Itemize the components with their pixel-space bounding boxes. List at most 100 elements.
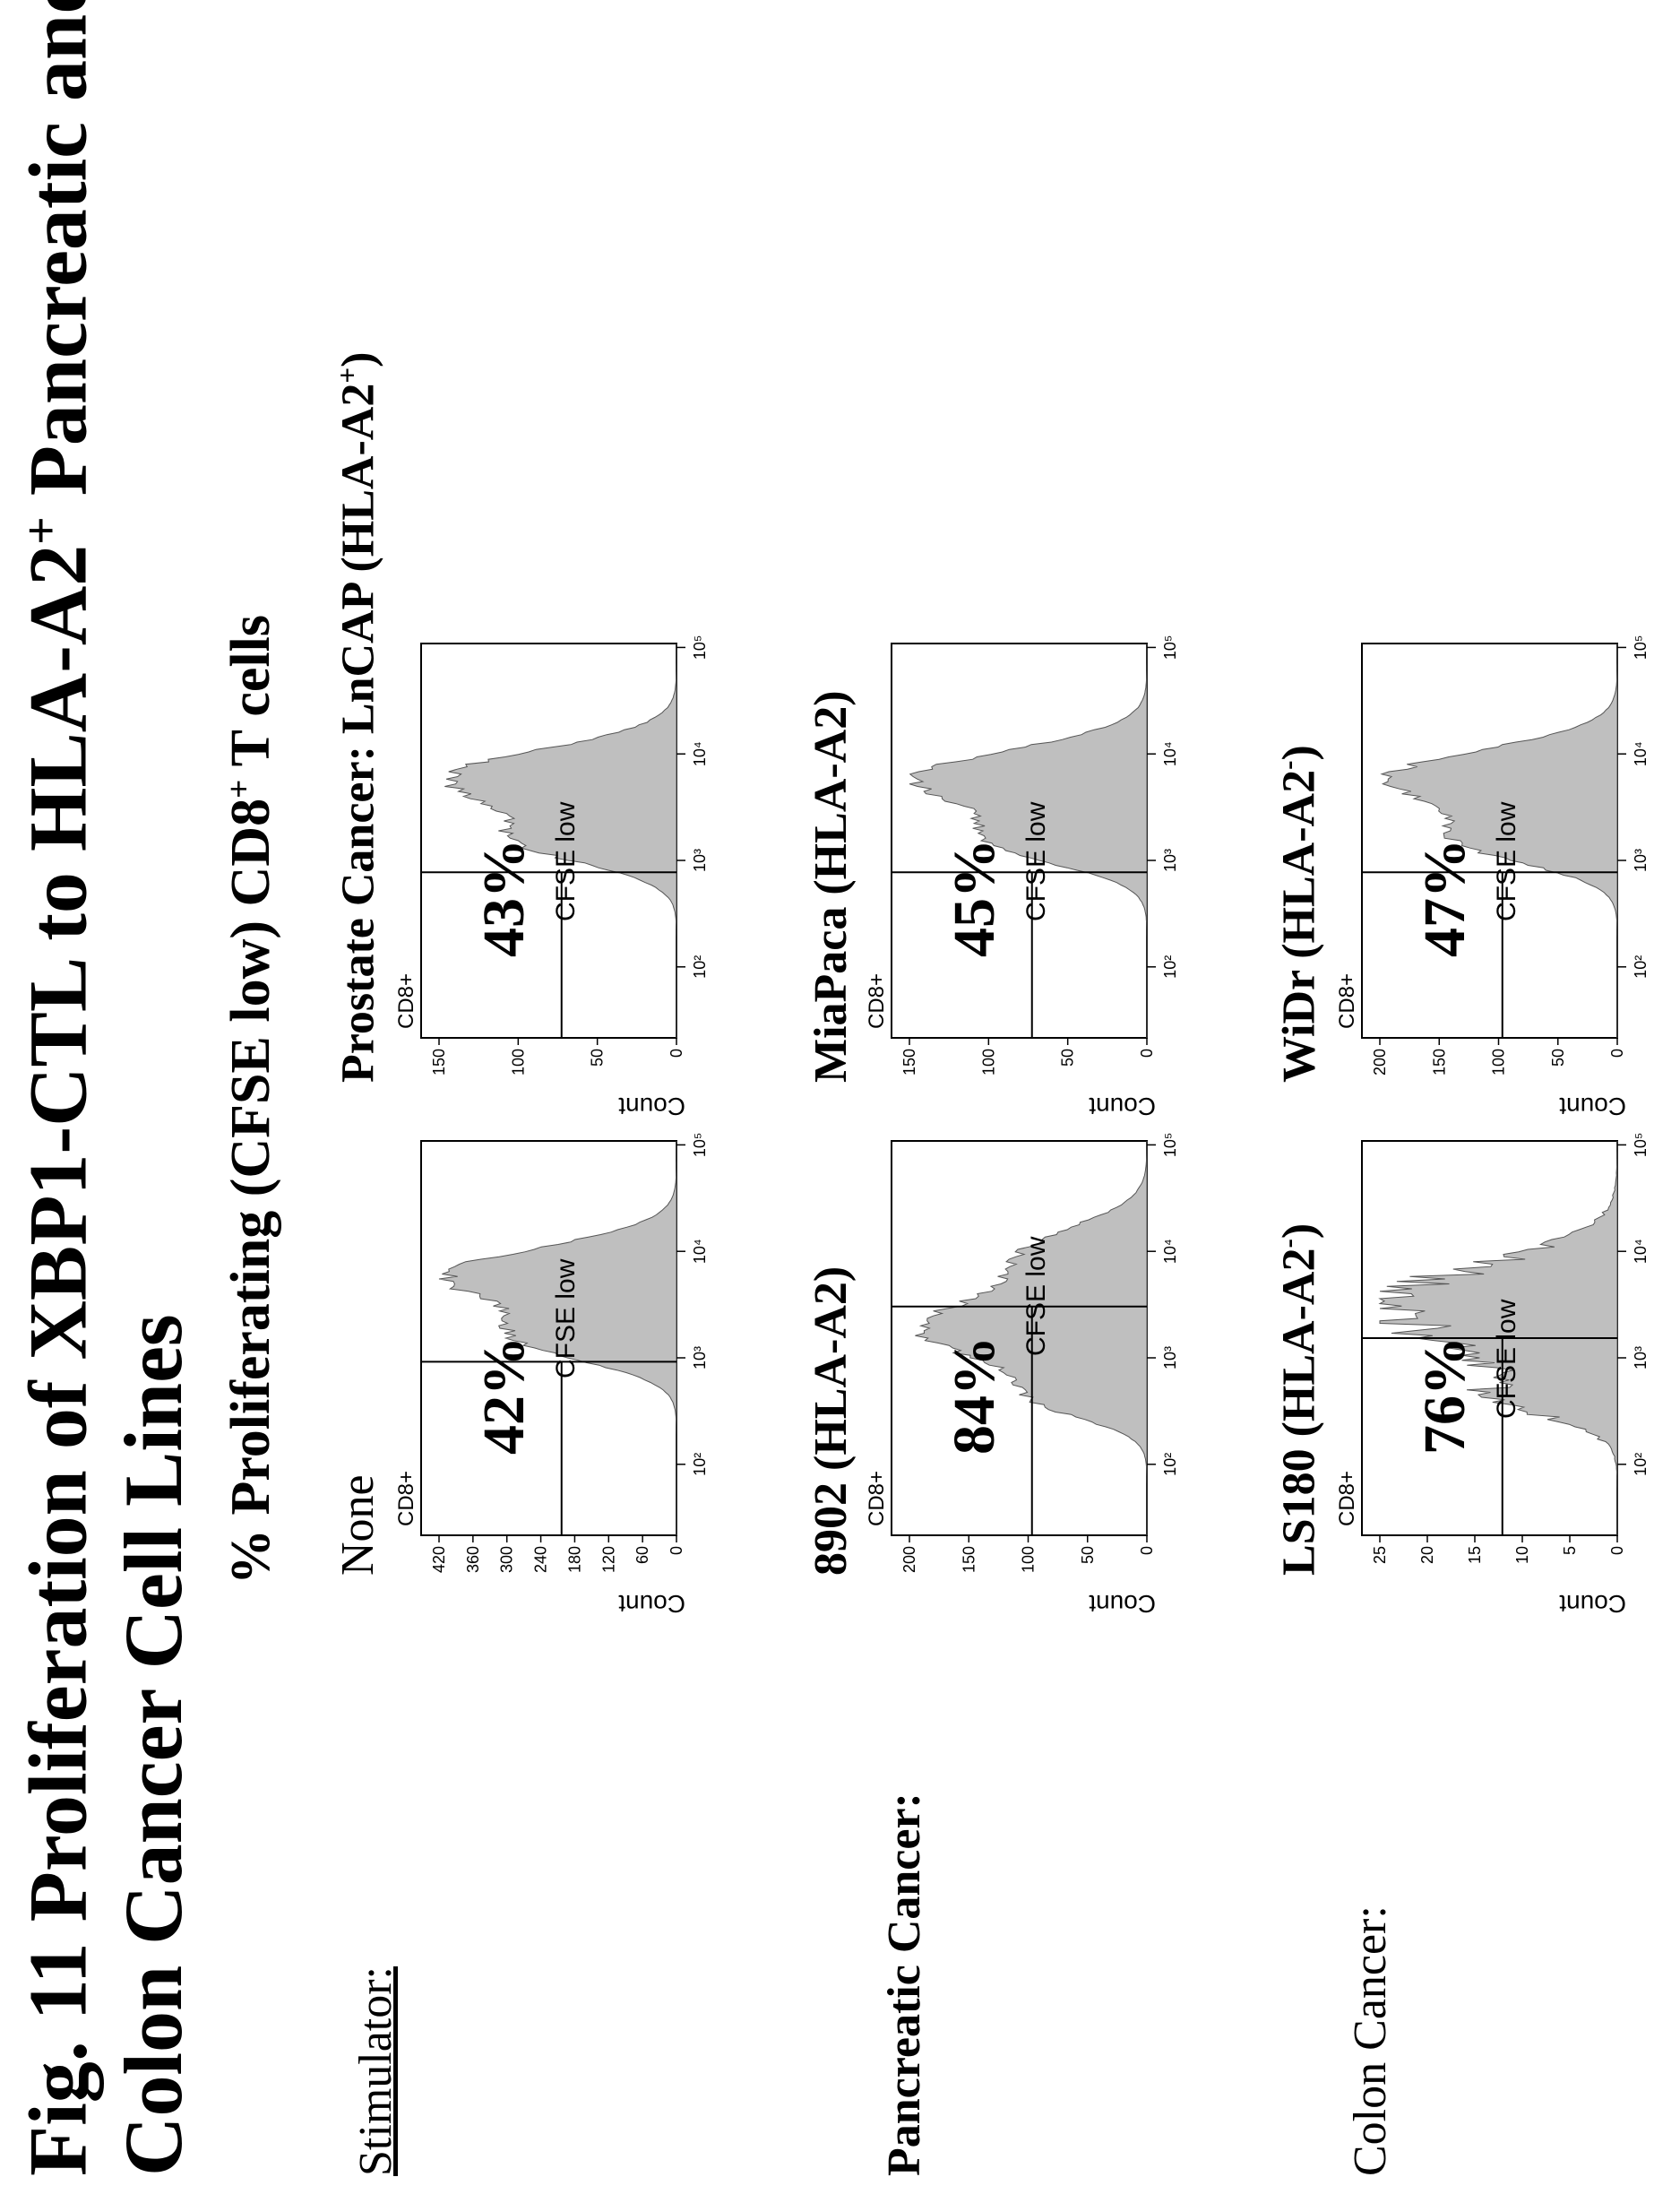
row-label-stimulator: Stimulator: xyxy=(350,1966,401,2176)
y-tick-label: 200 xyxy=(1371,1049,1389,1076)
y-tick-label: 0 xyxy=(1138,1049,1156,1058)
y-tick-label: 180 xyxy=(565,1546,583,1573)
x-tick-label: 10³ xyxy=(1632,1346,1650,1369)
x-tick-label: 10² xyxy=(1161,1453,1179,1476)
y-tick-label: 150 xyxy=(430,1049,448,1076)
histogram-ls180: 0 5 10 15 20 25 10² 10³ 10⁴ 10⁵ CD8+ 76% CFSE low… xyxy=(1335,1114,1676,1618)
x-tick-label: 10⁵ xyxy=(1161,635,1179,660)
y-tick-label: 150 xyxy=(960,1546,978,1573)
label-miapaca: MiaPaca (HLA-A2) xyxy=(806,690,857,1083)
cd8-label: CD8+ xyxy=(394,972,418,1029)
x-tick-label: 10⁴ xyxy=(691,741,709,766)
x-tick-label: 10² xyxy=(691,1453,709,1476)
histogram-8902: 0 50 100 150 200 10² 10³ 10⁴ 10⁵ CD8+ 84% CFSE l… xyxy=(865,1114,1205,1618)
y-tick-label: 50 xyxy=(589,1049,607,1067)
percent-label: 42% xyxy=(471,1336,537,1455)
histogram-widr-svg: 0 50 100 150 200 10² 10³ 10⁴ 10⁵ xyxy=(1361,635,1650,1076)
y-tick-label: 5 xyxy=(1561,1546,1579,1555)
cfse-low-label: CFSE low xyxy=(1492,801,1521,921)
y-axis-label: Count xyxy=(618,1093,685,1120)
x-tick-label: 10³ xyxy=(691,1346,709,1369)
percent-label: 76% xyxy=(1412,1336,1478,1455)
y-tick-label: 300 xyxy=(498,1546,516,1573)
y-tick-label: 25 xyxy=(1371,1546,1389,1564)
y-tick-label: 200 xyxy=(900,1546,918,1573)
percent-label: 84% xyxy=(942,1336,1007,1455)
x-tick-label: 10³ xyxy=(1161,1346,1179,1369)
x-tick-label: 10² xyxy=(1632,955,1650,979)
histogram-ls180-svg: 0 5 10 15 20 25 10² 10³ 10⁴ 10⁵ xyxy=(1361,1133,1650,1564)
percent-label: 47% xyxy=(1412,839,1478,957)
y-tick-label: 0 xyxy=(668,1546,685,1555)
x-tick-label: 10³ xyxy=(1161,849,1179,872)
x-tick-label: 10² xyxy=(1632,1453,1650,1476)
histogram-none-svg: 0 60 120 180 240 300 360 420 10² 10³ 10⁴ 10⁵ xyxy=(420,1133,709,1573)
histogram-miapaca: 0 50 100 150 10² 10³ 10⁴ 10⁵ CD8+ 45% CFSE low … xyxy=(865,617,1205,1120)
y-tick-label: 150 xyxy=(1430,1049,1448,1076)
y-tick-label: 20 xyxy=(1418,1546,1436,1564)
x-tick-label: 10⁵ xyxy=(691,635,709,660)
x-tick-label: 10⁴ xyxy=(1161,741,1179,766)
y-tick-label: 0 xyxy=(1608,1546,1626,1555)
y-tick-label: 360 xyxy=(464,1546,482,1573)
y-tick-label: 100 xyxy=(509,1049,527,1076)
label-none: None xyxy=(332,1474,383,1576)
cd8-label: CD8+ xyxy=(865,1470,889,1526)
y-tick-label: 0 xyxy=(668,1049,685,1058)
label-widr: WiDr (HLA-A2-) xyxy=(1272,745,1325,1083)
x-tick-label: 10⁴ xyxy=(1632,741,1650,766)
row-label-pancreatic: Pancreatic Cancer: xyxy=(879,1793,930,2176)
cd8-label: CD8+ xyxy=(865,972,889,1029)
y-tick-label: 15 xyxy=(1466,1546,1484,1564)
y-tick-label: 240 xyxy=(532,1546,550,1573)
y-tick-label: 150 xyxy=(900,1049,918,1076)
figure-title-line2: Colon Cancer Cell Lines xyxy=(108,1314,199,2176)
x-tick-label: 10² xyxy=(1161,955,1179,979)
percent-label: 43% xyxy=(471,839,537,957)
histogram-miapaca-svg: 0 50 100 150 10² 10³ 10⁴ 10⁵ xyxy=(891,635,1179,1076)
histogram-lncap-svg: 0 50 100 150 10² 10³ 10⁴ 10⁵ xyxy=(420,635,709,1076)
y-axis-label: Count xyxy=(1559,1590,1626,1618)
x-tick-label: 10⁴ xyxy=(1632,1239,1650,1264)
x-tick-label: 10⁴ xyxy=(1161,1239,1179,1264)
cd8-label: CD8+ xyxy=(1335,1470,1359,1526)
x-tick-label: 10³ xyxy=(691,849,709,872)
cd8-label: CD8+ xyxy=(394,1470,418,1526)
y-tick-label: 120 xyxy=(599,1546,617,1573)
label-prostate: Prostate Cancer: LnCAP (HLA-A2+) xyxy=(332,351,384,1083)
histogram-fill xyxy=(444,644,677,1038)
label-ls180: LS180 (HLA-A2-) xyxy=(1272,1222,1325,1576)
histogram-8902-svg: 0 50 100 150 200 10² 10³ 10⁴ 10⁵ xyxy=(891,1133,1179,1573)
y-tick-label: 50 xyxy=(1059,1049,1077,1067)
percent-label: 45% xyxy=(942,839,1007,957)
cfse-low-label: CFSE low xyxy=(1492,1299,1521,1419)
x-tick-label: 10⁵ xyxy=(1632,635,1650,660)
y-tick-label: 100 xyxy=(1020,1546,1038,1573)
histogram-fill xyxy=(438,1141,677,1535)
cfse-low-label: CFSE low xyxy=(551,801,581,921)
y-tick-label: 0 xyxy=(1138,1546,1156,1555)
y-tick-label: 420 xyxy=(430,1546,448,1573)
cd8-label: CD8+ xyxy=(1335,972,1359,1029)
figure-subtitle: % Proliferating (CFSE low) CD8+ T cells xyxy=(220,614,281,1585)
histogram-fill xyxy=(1380,644,1618,1038)
cfse-low-label: CFSE low xyxy=(1021,1236,1051,1356)
cfse-low-label: CFSE low xyxy=(1021,801,1051,921)
histogram-none: 0 60 120 180 240 300 360 420 10² 10³ 10⁴ 10⁵ CD8+ 4… xyxy=(394,1114,735,1618)
y-axis-label: Count xyxy=(1089,1590,1156,1618)
y-tick-label: 60 xyxy=(633,1546,651,1564)
x-tick-label: 10⁵ xyxy=(691,1133,709,1157)
histogram-fill xyxy=(915,1140,1148,1535)
y-tick-label: 100 xyxy=(1490,1049,1508,1076)
y-tick-label: 50 xyxy=(1079,1546,1097,1564)
x-tick-label: 10⁵ xyxy=(1161,1133,1179,1157)
y-tick-label: 0 xyxy=(1608,1049,1626,1058)
x-tick-label: 10³ xyxy=(1632,849,1650,872)
y-axis-label: Count xyxy=(618,1590,685,1618)
y-tick-label: 10 xyxy=(1513,1546,1531,1564)
figure-title-line1: Fig. 11 Proliferation of XBP1-CTL to HLA… xyxy=(12,0,104,2176)
row-label-colon: Colon Cancer: xyxy=(1345,1905,1396,2176)
y-axis-label: Count xyxy=(1559,1093,1626,1120)
cfse-low-label: CFSE low xyxy=(551,1258,581,1378)
